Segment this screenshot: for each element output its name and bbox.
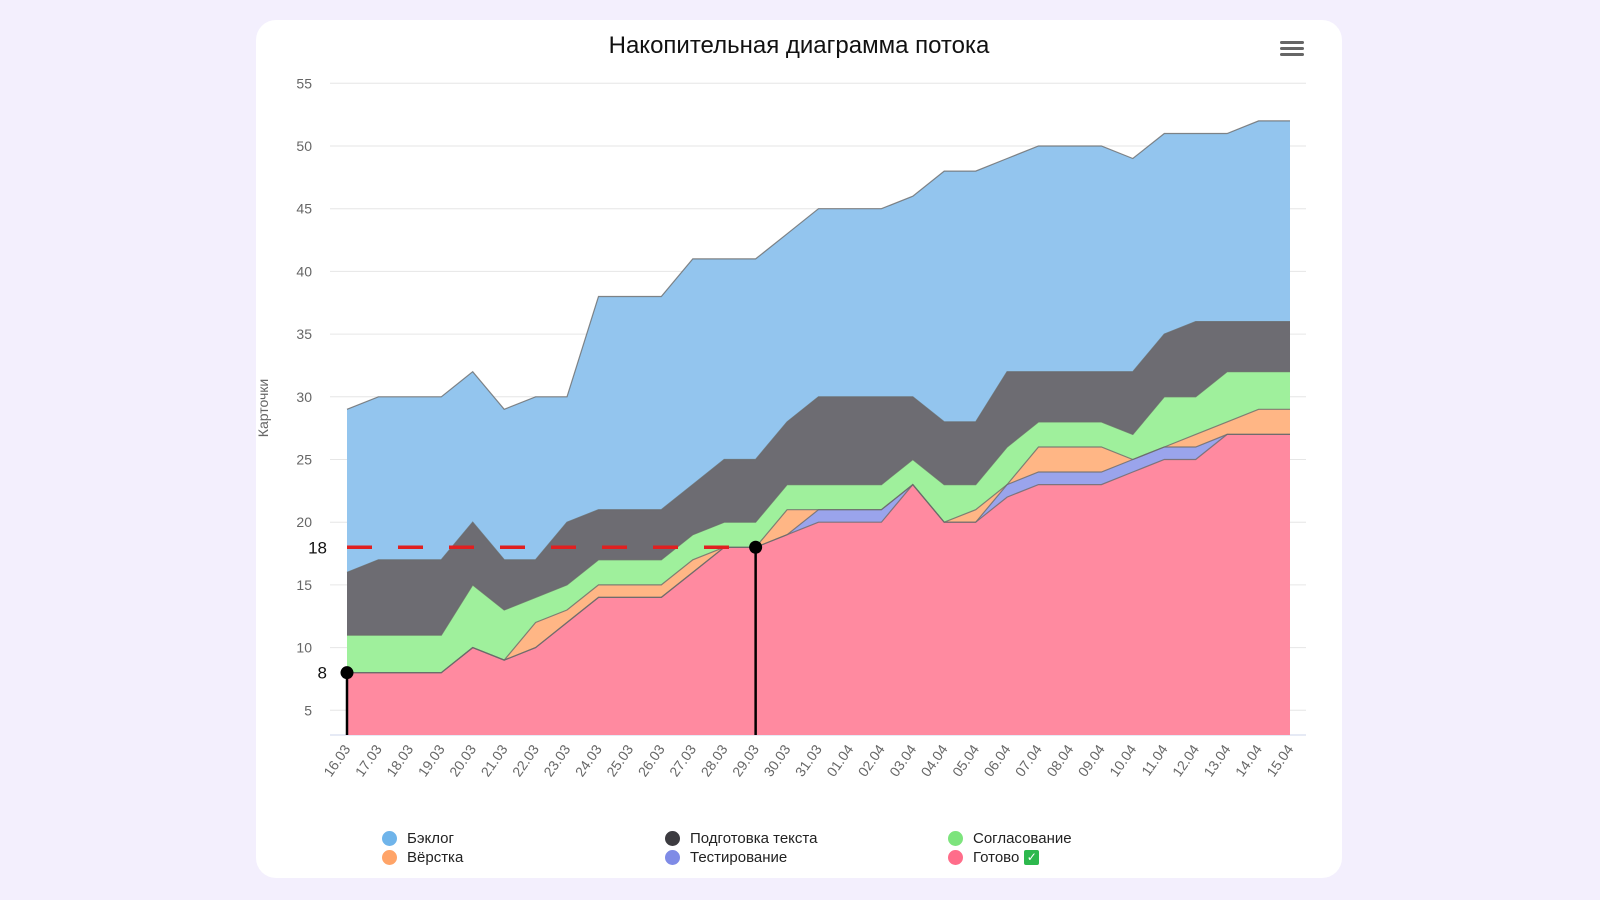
y-tick-label: 15 [296,577,312,593]
legend-item-done[interactable]: Готово ✓ [948,849,1231,866]
x-tick-label: 11.04 [1138,741,1171,778]
x-tick-label: 15.04 [1263,741,1296,779]
legend-item-layout[interactable]: Вёрстка [382,849,665,866]
x-tick-label: 25.03 [603,741,636,779]
x-tick-label: 13.04 [1200,741,1233,779]
x-tick-label: 28.03 [697,741,730,779]
x-tick-label: 21.03 [477,741,510,779]
x-tick-label: 30.03 [760,741,793,779]
legend-item-text-prep[interactable]: Подготовка текста [665,830,948,847]
area-Готово[interactable] [347,434,1290,735]
legend-item-approval[interactable]: Согласование [948,830,1231,847]
legend-dot-icon [665,850,680,865]
x-tick-label: 27.03 [666,741,699,779]
chart-card: Накопительная диаграмма потока 5 10 15 20 25… [256,20,1342,878]
area-edge [347,408,1290,674]
legend-dot-icon [665,831,680,846]
annotation-label: 8 [318,664,327,683]
x-tick-label: 18.03 [383,741,416,779]
x-tick-label: 29.03 [729,741,762,779]
chart-plot-area: 510152025303540455055Карточки16.0317.031… [256,75,1306,779]
x-tick-label: 10.04 [1106,741,1139,779]
y-axis-label: Карточки [256,379,271,437]
y-tick-label: 5 [304,702,312,718]
y-tick-label: 30 [296,389,312,405]
x-tick-label: 14.04 [1232,741,1265,779]
area-edge [346,120,1290,411]
chart-title: Накопительная диаграмма потока [608,32,990,59]
chart-legend: Бэклог Подготовка текста Согласование Вё… [382,830,1282,866]
x-tick-label: 17.03 [352,741,385,779]
legend-dot-icon [948,831,963,846]
legend-dot-icon [382,831,397,846]
x-tick-label: 09.04 [1075,741,1108,779]
y-tick-label: 35 [296,326,312,342]
marker-dot-icon [340,666,354,680]
y-tick-label: 10 [296,640,312,656]
y-tick-label: 45 [296,201,312,217]
x-tick-label: 24.03 [572,741,605,779]
x-tick-label: 20.03 [446,741,479,779]
x-tick-label: 08.04 [1043,741,1076,779]
hamburger-menu-icon[interactable] [1280,38,1304,60]
x-tick-label: 04.04 [917,741,950,779]
x-tick-label: 16.03 [320,741,353,779]
annotation-label: 18 [308,538,327,557]
y-tick-label: 40 [296,263,312,279]
x-tick-label: 23.03 [540,741,573,779]
y-tick-label: 20 [296,514,312,530]
x-tick-label: 03.04 [886,741,919,779]
legend-dot-icon [382,850,397,865]
x-tick-label: 19.03 [415,741,448,779]
y-tick-label: 25 [296,452,312,468]
x-tick-label: 07.04 [1012,741,1045,779]
x-tick-label: 12.04 [1169,741,1202,779]
x-tick-label: 26.03 [635,741,668,779]
legend-dot-icon [948,850,963,865]
x-tick-label: 31.03 [792,741,825,779]
legend-item-testing[interactable]: Тестирование [665,849,948,866]
x-tick-label: 05.04 [949,741,982,779]
y-tick-label: 50 [296,138,312,154]
y-tick-label: 55 [296,75,312,91]
area-edge [346,321,1290,573]
x-tick-label: 22.03 [509,741,542,779]
x-tick-label: 01.04 [823,741,856,779]
x-tick-label: 06.04 [980,741,1013,779]
x-tick-label: 02.04 [855,741,888,779]
marker-dot-icon [749,540,763,554]
area-edge [347,371,1290,636]
check-mark-icon: ✓ [1024,850,1040,865]
legend-item-backlog[interactable]: Бэклог [382,830,665,847]
